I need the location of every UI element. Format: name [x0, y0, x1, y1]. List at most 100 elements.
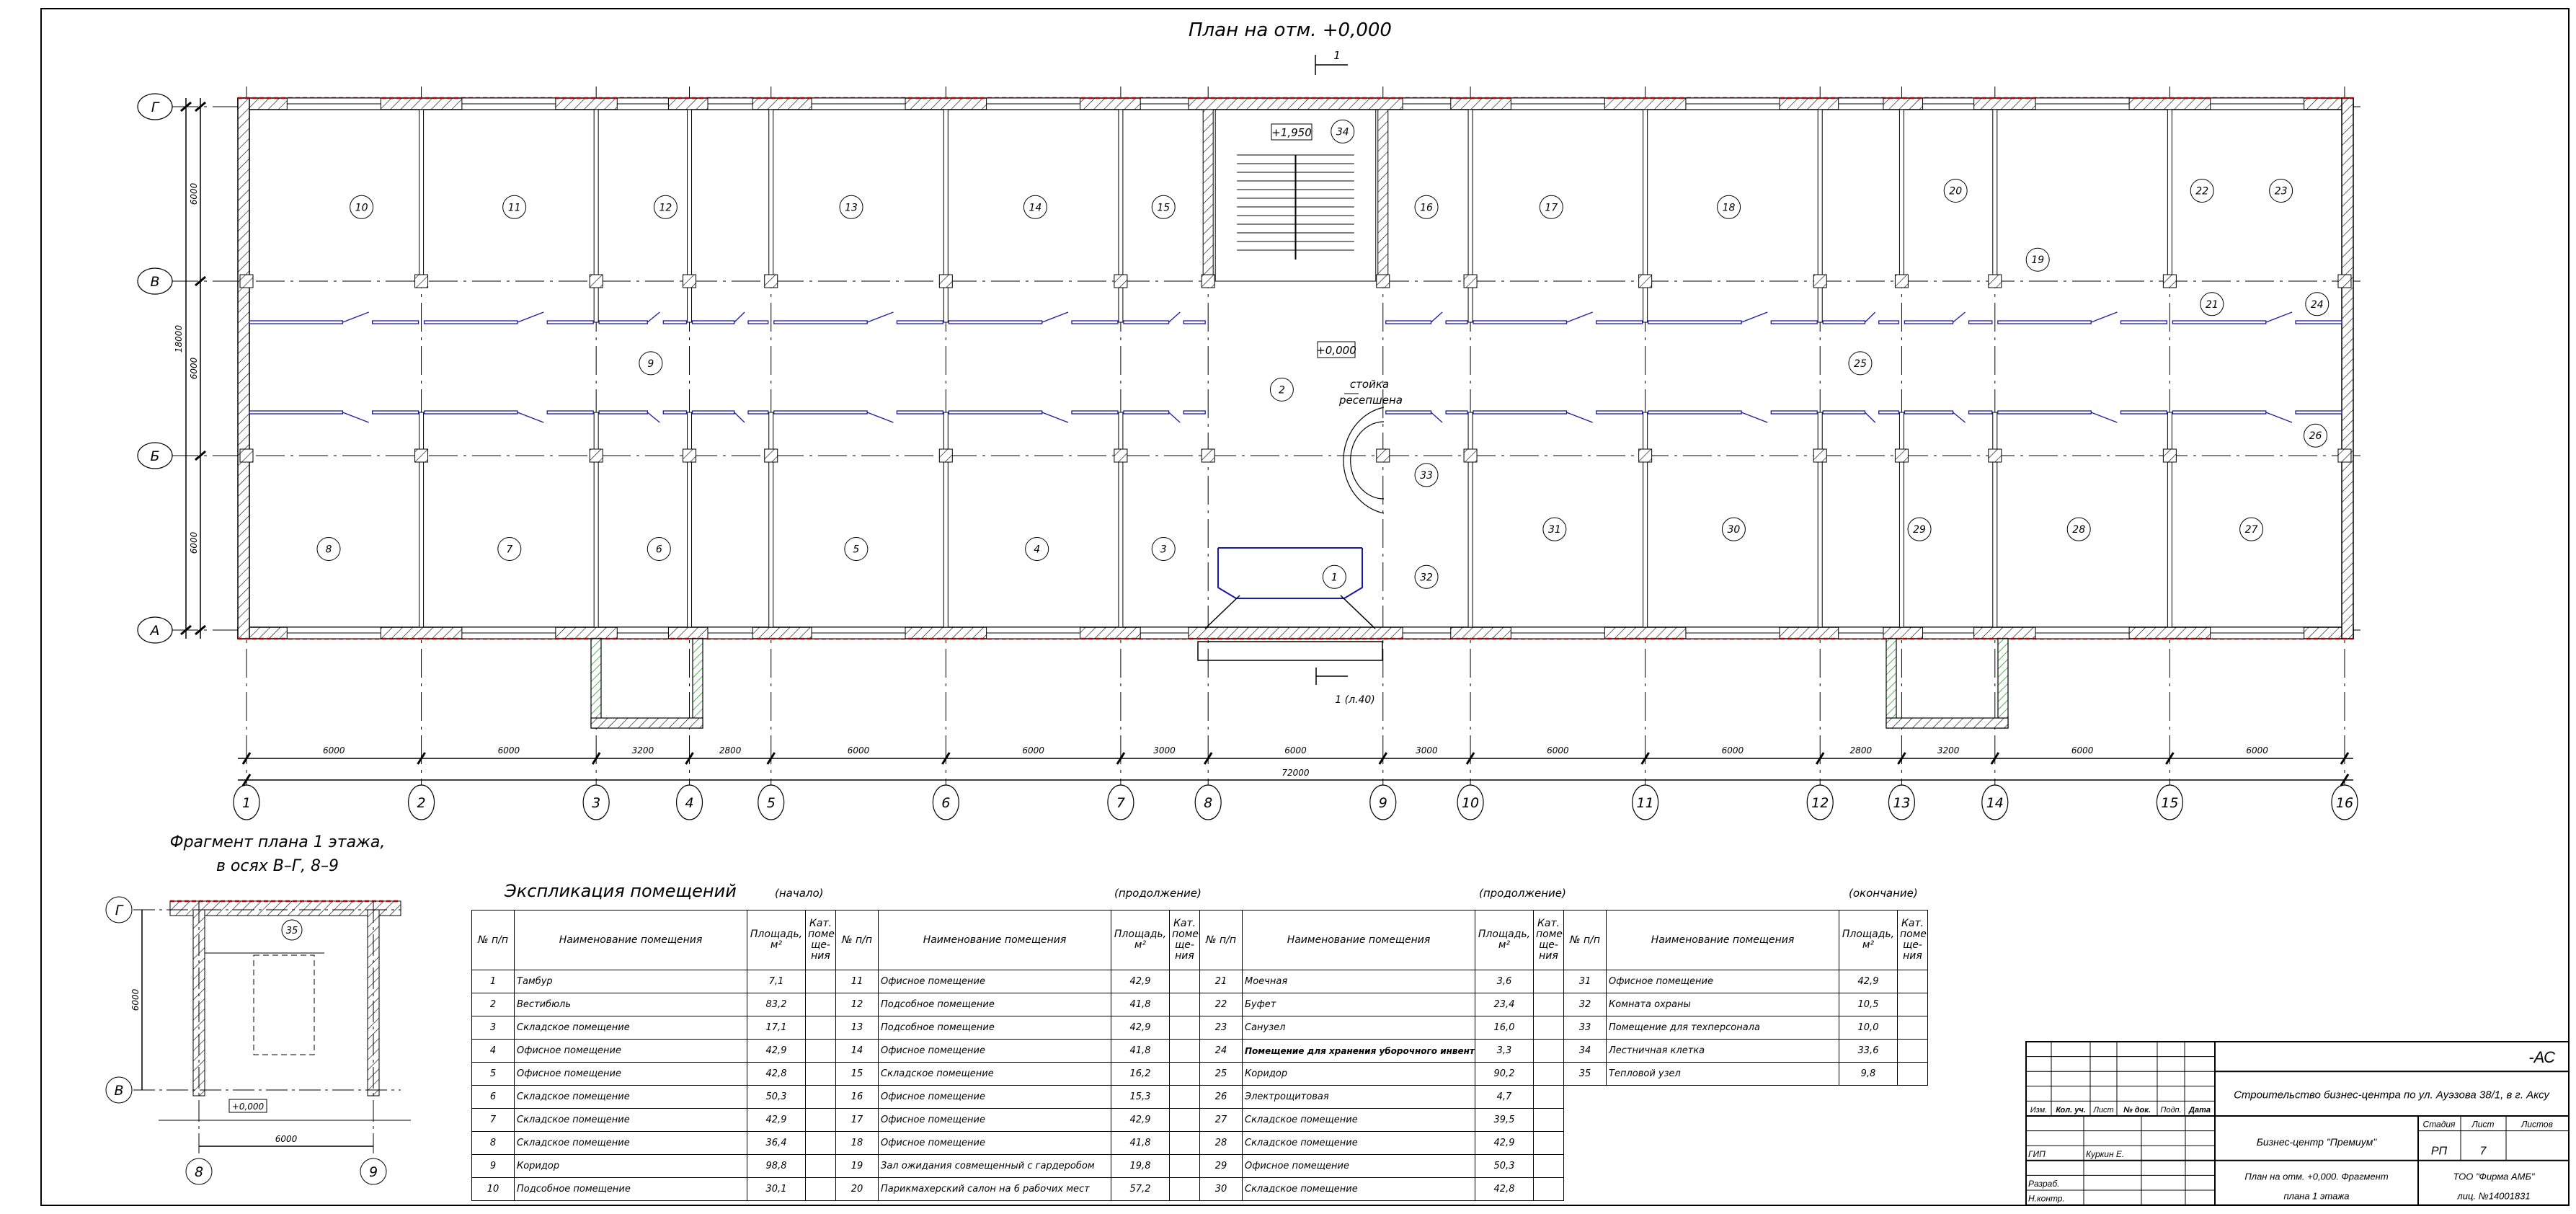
table-row: 10 Подсобное помещение 30,1	[471, 1177, 836, 1201]
cell-n: 17	[835, 1108, 879, 1132]
gip-role: ГИП	[2028, 1149, 2046, 1159]
sheet-frame	[40, 8, 2570, 1206]
cell-n: 16	[835, 1085, 879, 1109]
entrance-porch	[1197, 595, 1383, 661]
room-tag: 1	[1331, 572, 1338, 583]
axis-label: В	[150, 274, 159, 290]
room-tag-circle	[844, 537, 869, 562]
door-swing	[1865, 412, 1876, 423]
cell-name: Складское помещение	[514, 1108, 747, 1132]
corridor-partition	[1770, 320, 1818, 324]
corridor-partition	[1904, 410, 1954, 415]
column	[1463, 274, 1478, 288]
cell-name: Офисное помещение	[514, 1062, 747, 1086]
table-row: 35 Тепловой узел 9,8	[1563, 1062, 1928, 1086]
partition	[768, 109, 774, 282]
cell-category	[1169, 970, 1200, 993]
axis-label: 9	[1379, 795, 1387, 811]
dimension-tick	[1640, 752, 1650, 765]
table-row: 2 Вестибюль 83,2	[471, 993, 836, 1016]
cell-category	[805, 1062, 836, 1086]
cell-category	[1169, 1016, 1200, 1040]
room-tag-circle	[316, 537, 341, 562]
table-row: 4 Офисное помещение 42,9	[471, 1039, 836, 1063]
corridor-partition	[2172, 410, 2267, 415]
room-tag-circle	[639, 351, 663, 376]
corridor-partition	[423, 320, 518, 324]
cell-n: 34	[1563, 1039, 1607, 1063]
column	[1463, 448, 1478, 463]
column-header-num: № п/п	[835, 910, 879, 970]
corridor-partition	[1968, 320, 1993, 324]
room-tag-circle	[1848, 351, 1873, 376]
column-header-category: Кат. поме- ще- ния	[805, 910, 836, 970]
cell-n: 23	[1199, 1016, 1243, 1040]
partition	[1817, 109, 1823, 323]
cell-name: Офисное помещение	[878, 1039, 1111, 1063]
cell-area: 50,3	[1475, 1154, 1534, 1178]
dimension-value: 6000	[130, 988, 141, 1011]
fragment-plan: Фрагмент плана 1 этажа, в осях В–Г, 8–9 8 9…	[105, 833, 411, 1185]
room-tag-circle	[2066, 517, 2091, 541]
cell-name: Офисное помещение	[878, 1085, 1111, 1109]
corridor-partition	[1183, 410, 1206, 415]
cell-n: 15	[835, 1062, 879, 1086]
axis-label: А	[149, 623, 160, 639]
section-arrow	[1315, 55, 1348, 75]
column-header: Дата	[2188, 1106, 2211, 1115]
cell-area: 16,0	[1475, 1016, 1534, 1040]
cell-area: 7,1	[747, 970, 806, 993]
cell-area: 19,8	[1111, 1154, 1170, 1178]
column-header: № док.	[2123, 1106, 2151, 1115]
column-header: Лист	[2092, 1106, 2113, 1115]
axis-bubble	[1981, 784, 2009, 820]
cell-n: 35	[1563, 1062, 1607, 1086]
cell-name: Комната охраны	[1606, 993, 1839, 1016]
dimension-total: 18000	[174, 325, 184, 353]
section-arrow	[1315, 668, 1348, 685]
axis-bubble	[1194, 784, 1222, 820]
dimension-value: 6000	[1022, 745, 1044, 756]
cell-n: 12	[835, 993, 879, 1016]
room-tag-circle	[350, 195, 374, 219]
cell-area: 16,2	[1111, 1062, 1170, 1086]
cell-n: 1	[471, 970, 515, 993]
cell-name: Складское помещение	[1242, 1108, 1475, 1132]
cell-category	[805, 1085, 836, 1109]
cell-name: Буфет	[1242, 993, 1475, 1016]
dimension-tick	[2340, 752, 2350, 765]
door-swing	[647, 311, 660, 323]
corridor-partition	[1878, 320, 1900, 324]
dimension-tick	[685, 752, 694, 765]
cell-n: 8	[471, 1131, 515, 1155]
room-tag: 23	[2275, 185, 2288, 197]
explication-table-part: № п/п Наименование помещения Площадь, м² Ка…	[1563, 910, 1928, 1086]
dimension-tick	[195, 275, 206, 287]
corridor-partition	[1968, 410, 1993, 415]
room-tag-circle	[1025, 537, 1049, 562]
column	[1988, 274, 2002, 288]
room-tag: 35	[286, 926, 298, 936]
cell-category	[805, 993, 836, 1016]
room-tag-circle	[2190, 178, 2214, 203]
building-name: Бизнес-центр "Премиум"	[2257, 1136, 2378, 1148]
table-row: 9 Коридор 98,8	[471, 1154, 836, 1178]
partition	[1118, 109, 1124, 323]
corridor-partition	[1183, 320, 1206, 324]
cell-name: Офисное помещение	[1242, 1154, 1475, 1178]
column	[1376, 448, 1390, 463]
corridor-partition	[896, 410, 943, 415]
cell-category	[1897, 1039, 1928, 1063]
room-tag-circle	[1322, 564, 1346, 589]
axis-bubble	[137, 267, 173, 295]
door-swing	[1865, 311, 1876, 323]
room-tag-circle	[653, 195, 678, 219]
dimension-tick	[195, 450, 206, 461]
column-header-name: Наименование помещения	[514, 910, 747, 970]
column-header: Кол. уч.	[2056, 1106, 2086, 1115]
corridor-partition	[773, 320, 868, 324]
room-tag: 15	[1157, 202, 1170, 213]
dimension-value: 3200	[1937, 745, 1960, 756]
dimension-value: 6000	[189, 182, 199, 205]
corridor-partition	[1647, 410, 1742, 415]
